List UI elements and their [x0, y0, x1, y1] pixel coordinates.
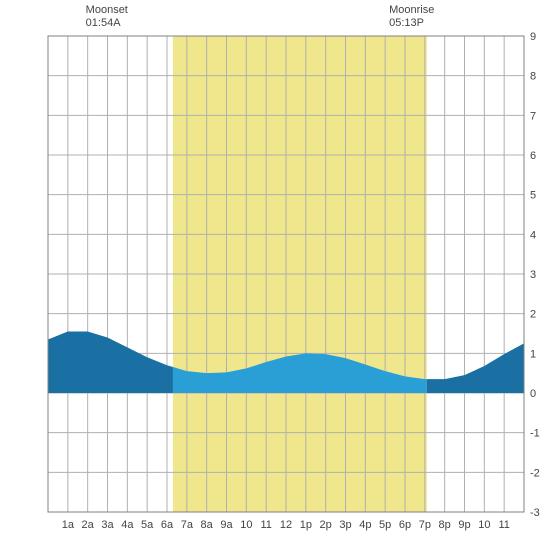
x-tick-label: 10	[240, 519, 252, 531]
x-tick-label: 12	[280, 519, 292, 531]
x-tick-label: 9p	[458, 519, 470, 531]
moonrise-time: 05:13P	[389, 17, 424, 29]
x-tick-label: 2p	[320, 519, 332, 531]
chart-canvas: 1a2a3a4a5a6a7a8a9a1011121p2p3p4p5p6p7p8p…	[0, 0, 550, 550]
x-tick-label: 6p	[399, 519, 411, 531]
x-tick-label: 5p	[379, 519, 391, 531]
x-tick-label: 3p	[339, 519, 351, 531]
moonset-label: Moonset 01:54A	[86, 4, 128, 30]
y-tick-label: -2	[530, 467, 540, 479]
x-tick-label: 1a	[62, 519, 75, 531]
y-tick-label: 5	[530, 190, 536, 202]
x-tick-label: 8p	[439, 519, 451, 531]
tide-chart: Moonset 01:54A Moonrise 05:13P 1a 2a 3a 4a 5…	[0, 0, 550, 550]
y-tick-label: 4	[530, 229, 536, 241]
x-tick-label: 2a	[82, 519, 95, 531]
y-tick-label: 8	[530, 71, 536, 83]
y-tick-label: 1	[530, 348, 536, 360]
y-tick-label: 3	[530, 269, 536, 281]
x-tick-label: 1p	[300, 519, 312, 531]
x-tick-label: 11	[498, 519, 509, 531]
x-tick-label: 4p	[359, 519, 371, 531]
x-tick-label: 7p	[419, 519, 431, 531]
y-tick-label: 6	[530, 150, 536, 162]
x-tick-label: 8a	[201, 519, 214, 531]
y-tick-label: 9	[530, 31, 536, 43]
y-tick-label: 2	[530, 309, 536, 321]
x-tick-label: 10	[478, 519, 490, 531]
x-tick-label: 3a	[101, 519, 114, 531]
moonset-title: Moonset	[86, 4, 128, 16]
y-tick-label: -1	[530, 428, 540, 440]
moonrise-title: Moonrise	[389, 4, 434, 16]
x-tick-label: 5a	[141, 519, 154, 531]
y-tick-labels: -3 -2 -1 0 1 2 3 4 5 6 7 8 9	[530, 31, 540, 519]
y-tick-label: -3	[530, 507, 540, 519]
x-tick-label: 7a	[181, 519, 194, 531]
y-tick-label: 0	[530, 388, 536, 400]
y-tick-label: 7	[530, 110, 536, 122]
x-tick-label: 4a	[121, 519, 134, 531]
x-tick-label: 9a	[220, 519, 233, 531]
x-tick-label: 6a	[161, 519, 174, 531]
moonset-time: 01:54A	[86, 17, 121, 29]
moonrise-label: Moonrise 05:13P	[389, 4, 434, 30]
x-tick-label: 11	[260, 519, 271, 531]
x-tick-labels: 1a 2a 3a 4a 5a 6a 7a 8a 9a 10 11 12 1p 2p 3p 4p 5p 6p 7p 8p…	[62, 519, 510, 531]
